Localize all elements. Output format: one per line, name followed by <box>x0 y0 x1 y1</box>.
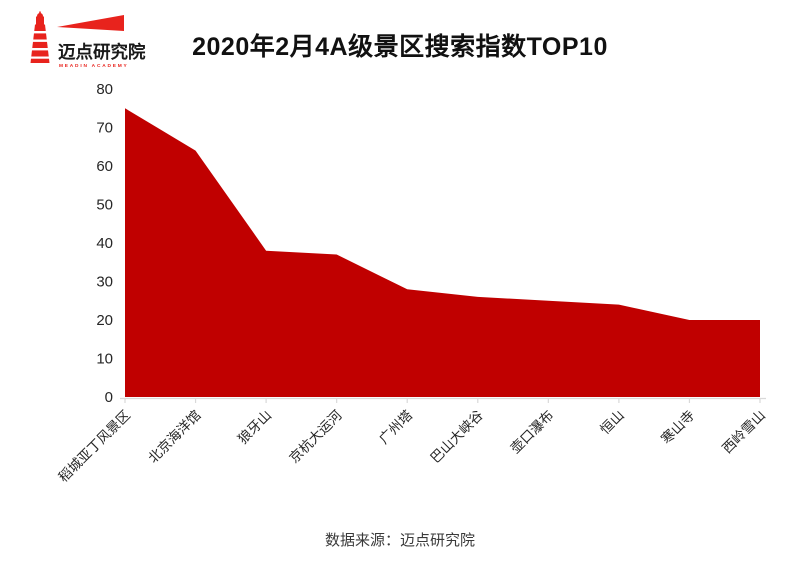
y-tick-label: 20 <box>96 312 113 329</box>
x-category-label: 壶口瀑布 <box>508 408 557 457</box>
x-category-label: 广州塔 <box>376 407 416 447</box>
x-category-label: 巴山大峡谷 <box>428 407 487 466</box>
y-tick-label: 50 <box>96 197 113 214</box>
y-tick-label: 80 <box>96 81 113 98</box>
y-tick-label: 70 <box>96 120 113 137</box>
x-category-label: 恒山 <box>597 408 627 438</box>
y-tick-label: 10 <box>96 351 113 368</box>
brand-name: 迈点研究院 <box>58 42 146 62</box>
page-title: 2020年2月4A级景区搜索指数TOP10 <box>192 33 608 61</box>
x-category-label: 狼牙山 <box>235 408 274 447</box>
brand-subtitle: MEADIN ACADEMY <box>59 63 129 69</box>
y-tick-label: 30 <box>96 274 113 291</box>
y-tick-label: 0 <box>105 389 113 406</box>
y-tick-label: 60 <box>96 158 113 175</box>
x-category-label: 寒山寺 <box>658 407 698 447</box>
brand-logo: 迈点研究院 MEADIN ACADEMY <box>29 11 146 69</box>
x-category-label: 西岭雪山 <box>719 408 768 457</box>
area-series <box>125 108 760 397</box>
y-tick-label: 40 <box>96 235 113 252</box>
lighthouse-icon <box>29 11 124 63</box>
x-category-label: 北京海洋馆 <box>145 408 203 466</box>
x-category-label: 京杭大运河 <box>286 407 345 466</box>
data-source-note: 数据来源：迈点研究院 <box>324 532 475 549</box>
x-category-label: 稻城亚丁风景区 <box>56 408 133 485</box>
